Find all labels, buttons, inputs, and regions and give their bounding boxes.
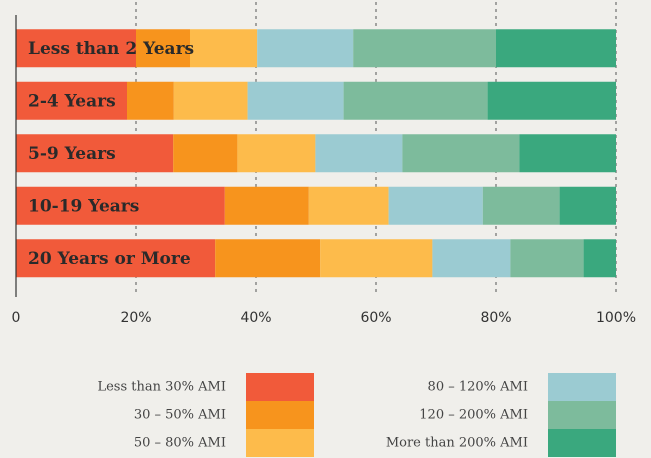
bar-segment [487,81,616,120]
legend-label: More than 200% AMI [386,436,528,451]
x-tick-label: 60% [360,310,391,326]
bar-segment [510,239,584,278]
legend-label: 50 – 80% AMI [134,436,226,451]
bar-segment [224,186,309,225]
bar-segment [388,186,483,225]
bar-segment [519,134,616,173]
bar-segment [432,239,511,278]
legend-swatch [246,429,314,457]
bar-segment [343,81,488,120]
bar-segment [16,81,127,120]
bar-segment [353,29,496,68]
bar-segment [320,239,433,278]
bar-segment [136,29,190,68]
x-tick-label: 100% [596,310,636,326]
bar-segment [496,29,616,68]
category-label: 5-9 Years [28,144,116,164]
legend-swatch [246,401,314,429]
bar-segment [583,239,616,278]
legend-label: 30 – 50% AMI [134,408,226,423]
legend-swatch [548,429,616,457]
bar-segment [127,81,174,120]
bar-segment [173,81,248,120]
bar-segment [482,186,560,225]
legend-label: 120 – 200% AMI [419,408,528,423]
x-tick-label: 20% [120,310,151,326]
bar-segment [247,81,344,120]
bar-segment [237,134,316,173]
legend-label: Less than 30% AMI [97,380,226,395]
bar-segment [190,29,258,68]
x-tick-label: 0 [12,310,21,326]
bar-segment [257,29,354,68]
bar-segment [16,29,136,68]
legend-swatch [548,401,616,429]
x-tick-label: 40% [240,310,271,326]
category-label: 10-19 Years [28,196,139,216]
bar-segment [315,134,403,173]
x-tick-label: 80% [480,310,511,326]
legend-swatch [548,373,616,401]
bar-segment [308,186,389,225]
bar-segment [559,186,616,225]
category-label: 20 Years or More [28,249,191,269]
legend-label: 80 – 120% AMI [428,380,528,395]
legend-swatch [246,373,314,401]
bar-segment [402,134,520,173]
bar-segment [215,239,321,278]
bar-segment [16,186,225,225]
bar-segment [173,134,238,173]
category-label: Less than 2 Years [28,39,194,59]
bar-segment [16,239,216,278]
bar-segment [16,134,174,173]
category-label: 2-4 Years [28,91,116,111]
